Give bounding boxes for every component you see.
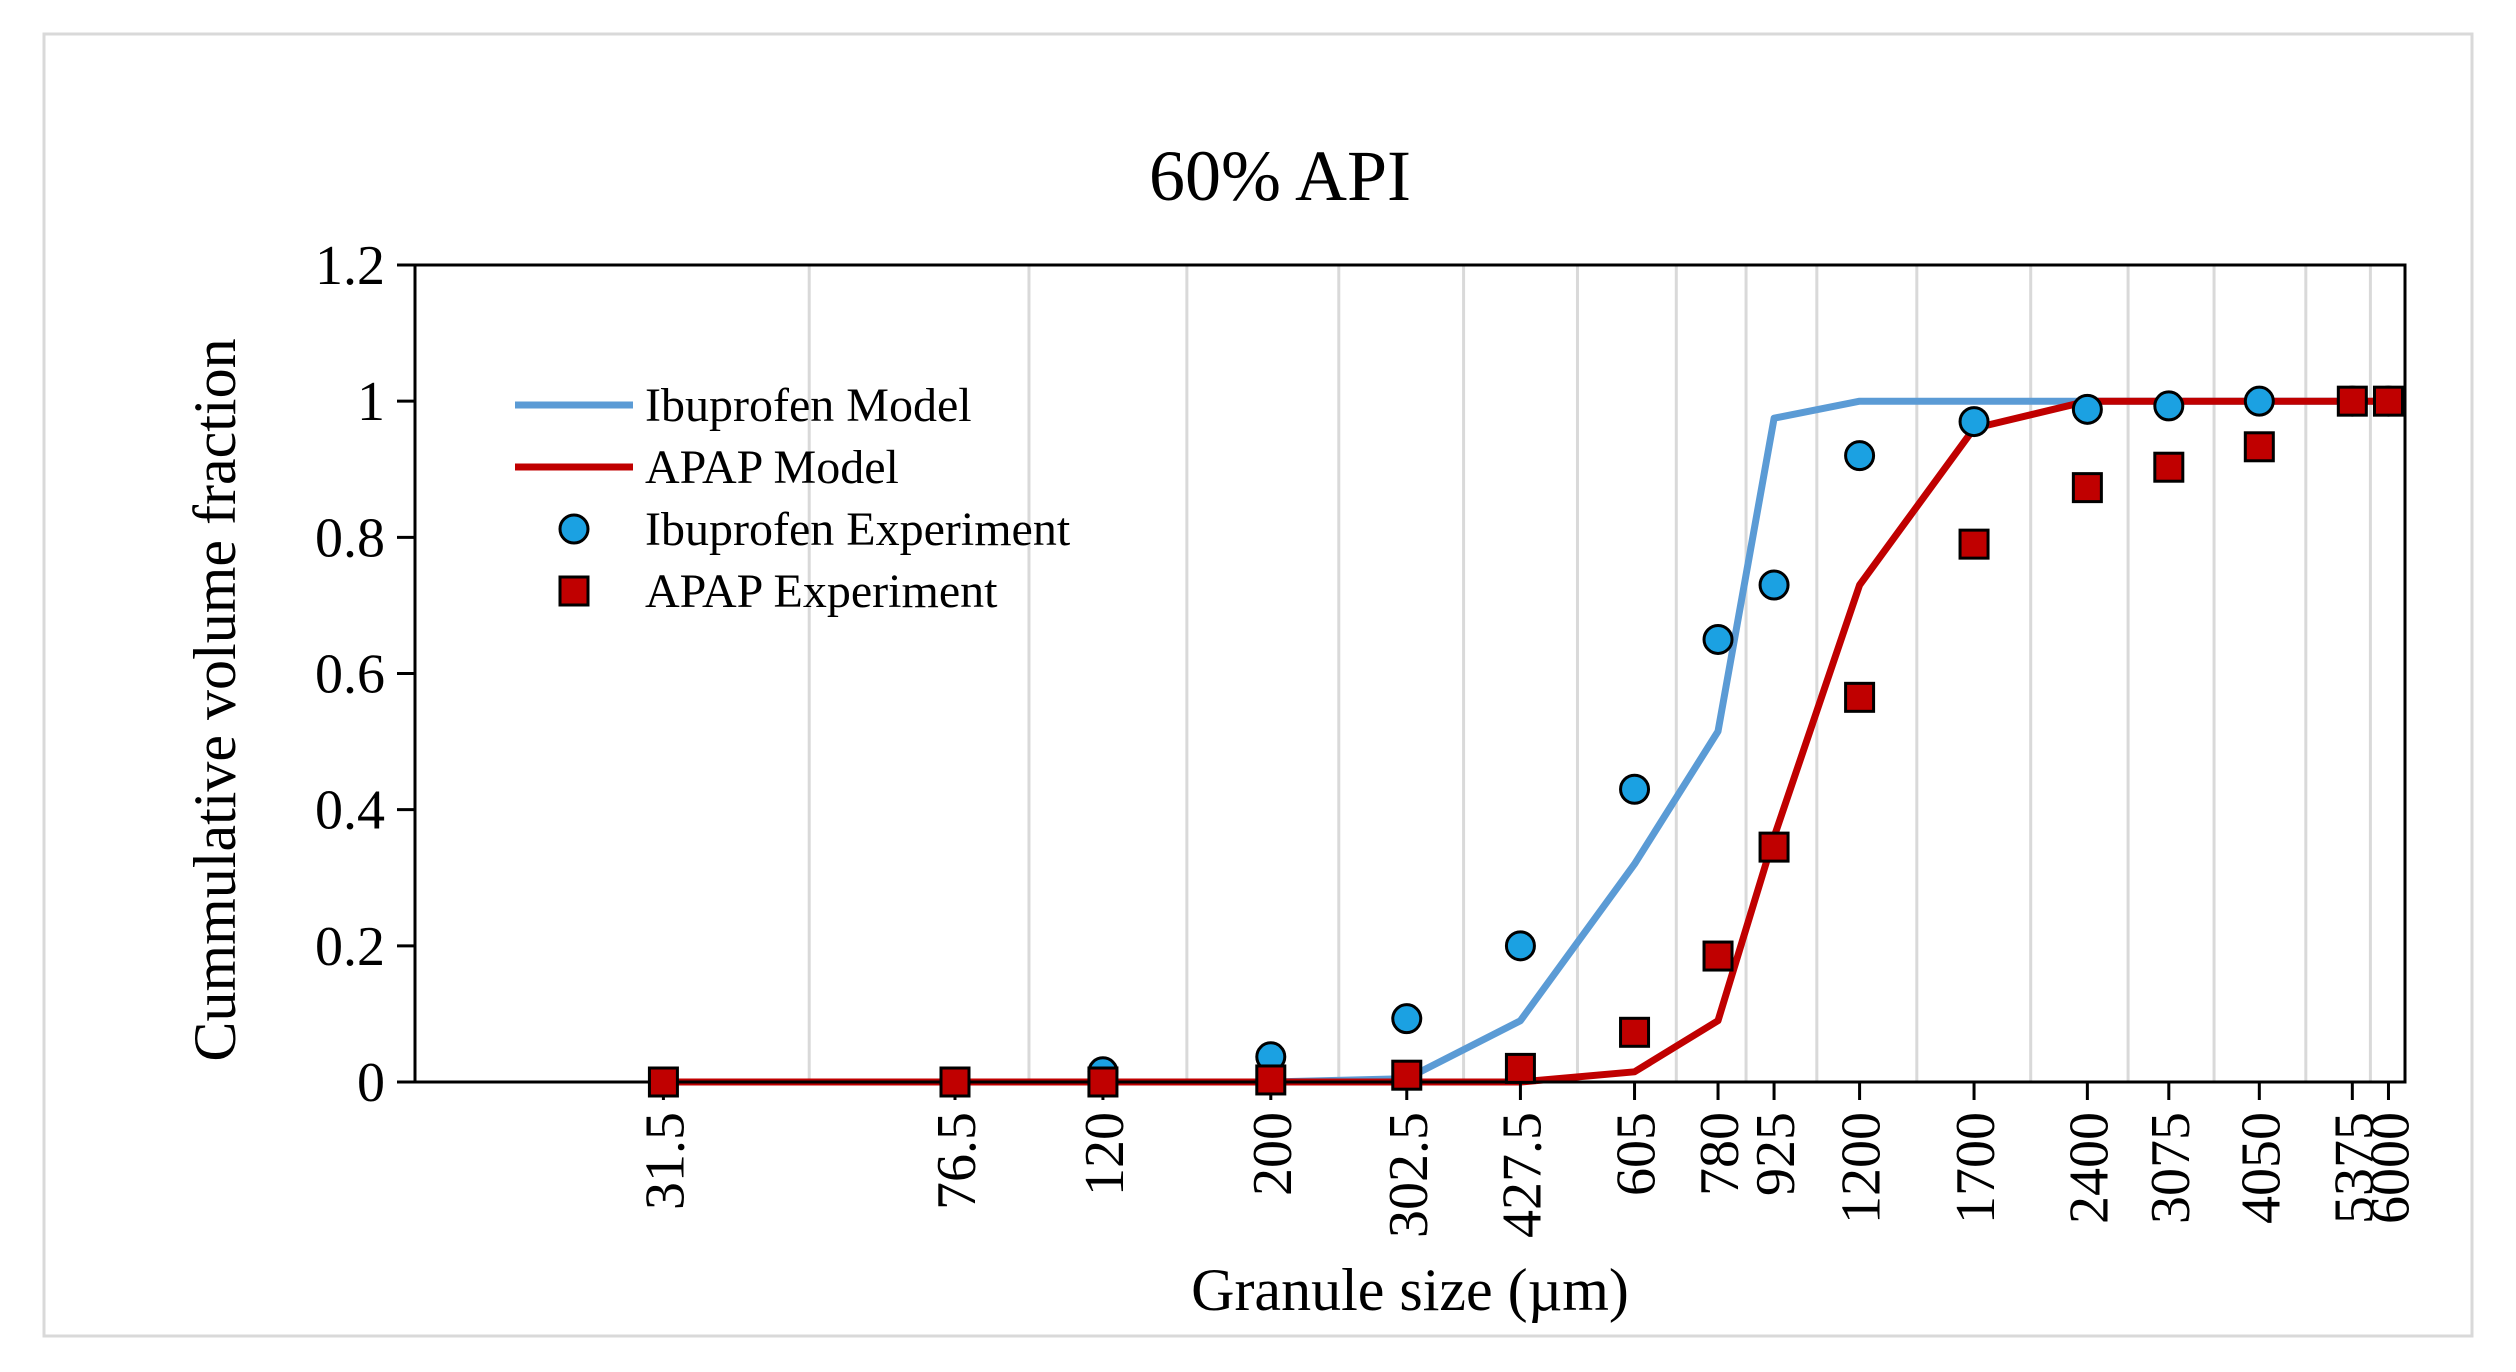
ibuprofen-experiment-point — [2153, 390, 2185, 422]
apap-experiment-point — [1758, 831, 1790, 863]
y-tick-label: 0.6 — [315, 644, 385, 706]
x-axis-label: Granule size (µm) — [1191, 1257, 1629, 1323]
ibuprofen-experiment-point — [1758, 569, 1790, 601]
ibuprofen-experiment-point — [2243, 385, 2275, 417]
x-tick-label: 2400 — [2058, 1112, 2120, 1224]
ibuprofen-experiment-point — [1391, 1003, 1423, 1035]
apap-experiment-point — [1087, 1066, 1119, 1098]
legend: Ibuprofen Model APAP Model Ibuprofen Exper… — [515, 379, 1071, 618]
x-tick-label: 925 — [1745, 1112, 1807, 1196]
x-tick-label: 780 — [1689, 1112, 1751, 1196]
ibuprofen-experiment-point — [1702, 623, 1734, 655]
x-tick-label: 5375 — [2323, 1112, 2385, 1224]
ibuprofen-experiment-point — [1844, 440, 1876, 472]
apap-experiment-point — [1255, 1064, 1287, 1096]
legend-swatch-ibuprofen-experiment — [558, 513, 590, 545]
x-tick-label: 200 — [1242, 1112, 1304, 1196]
apap-experiment-point — [2153, 451, 2185, 483]
x-tick-label: 6000 — [2359, 1112, 2421, 1224]
x-tick-label: 427.5 — [1491, 1112, 1553, 1238]
chart-border — [42, 32, 2474, 1338]
y-tick-label: 1 — [357, 371, 385, 433]
legend-label-apap-experiment: APAP Experiment — [645, 565, 998, 618]
y-tick-label: 0.2 — [315, 916, 385, 978]
x-tick-label: 3075 — [2140, 1112, 2202, 1224]
apap-experiment-point — [647, 1066, 679, 1098]
ibuprofen-experiment-point — [1958, 406, 1990, 438]
apap-experiment-point — [2071, 472, 2103, 504]
y-tick-label: 0 — [357, 1052, 385, 1114]
apap-experiment-point — [939, 1066, 971, 1098]
apap-experiment-point — [1619, 1016, 1651, 1048]
y-axis-label: Cummulative volume fraction — [182, 338, 248, 1061]
x-tick-label: 4050 — [2230, 1112, 2292, 1224]
apap-experiment-point — [1504, 1052, 1536, 1084]
x-tick-label: 120 — [1074, 1112, 1136, 1196]
apap-experiment-point — [2243, 431, 2275, 463]
x-tick-label: 605 — [1606, 1112, 1668, 1196]
x-tick-label: 31.5 — [634, 1112, 696, 1210]
tick-labels: 0 0.2 0.4 0.6 0.8 1 1.2 31.5 76.5 120 200 302.5 427.… — [315, 235, 2421, 1238]
x-tick-label: 1200 — [1831, 1112, 1893, 1224]
chart-title: 60% API — [1149, 136, 1411, 216]
apap-experiment-point — [1958, 528, 1990, 560]
legend-swatch-apap-experiment — [558, 575, 590, 607]
x-tick-label: 1700 — [1945, 1112, 2007, 1224]
ibuprofen-experiment-point — [2071, 393, 2103, 425]
ibuprofen-experiment-point — [1504, 930, 1536, 962]
legend-label-ibuprofen-experiment: Ibuprofen Experiment — [645, 503, 1071, 556]
x-tick-label: 76.5 — [926, 1112, 988, 1210]
y-tick-label: 0.8 — [315, 507, 385, 569]
ibuprofen-experiment-point — [1619, 773, 1651, 805]
y-tick-label: 1.2 — [315, 235, 385, 297]
data-markers — [647, 385, 2404, 1098]
apap-experiment-point — [1844, 681, 1876, 713]
legend-label-ibuprofen-model: Ibuprofen Model — [645, 379, 972, 432]
apap-experiment-point — [1702, 940, 1734, 972]
apap-experiment-point — [1391, 1059, 1423, 1091]
apap-experiment-point — [2336, 385, 2368, 417]
x-tick-label: 302.5 — [1378, 1112, 1440, 1238]
y-tick-label: 0.4 — [315, 780, 385, 842]
apap-experiment-point — [2372, 385, 2404, 417]
legend-label-apap-model: APAP Model — [645, 441, 899, 494]
